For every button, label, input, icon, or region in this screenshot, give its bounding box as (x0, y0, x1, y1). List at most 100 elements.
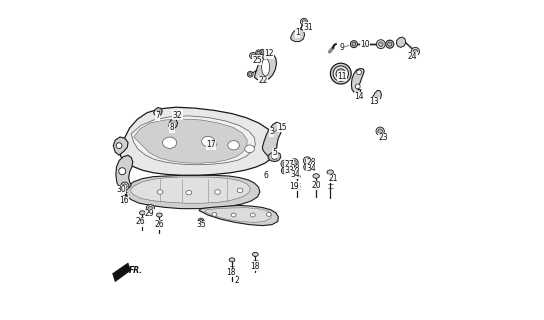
Text: 17: 17 (206, 140, 216, 149)
Ellipse shape (237, 188, 243, 193)
Polygon shape (397, 37, 406, 47)
Ellipse shape (327, 170, 333, 174)
Text: 19: 19 (289, 182, 299, 191)
Ellipse shape (350, 41, 357, 48)
Ellipse shape (248, 71, 253, 77)
Polygon shape (113, 263, 131, 282)
Text: 33: 33 (284, 166, 294, 175)
Text: FR.: FR. (128, 266, 143, 275)
Text: 25: 25 (252, 56, 262, 65)
Ellipse shape (251, 54, 255, 57)
Ellipse shape (283, 162, 287, 166)
Text: 18: 18 (227, 268, 236, 277)
Ellipse shape (293, 161, 296, 164)
Text: 3: 3 (269, 127, 274, 136)
Ellipse shape (291, 165, 298, 172)
Ellipse shape (305, 165, 309, 169)
Polygon shape (169, 119, 177, 129)
Text: 28: 28 (290, 164, 300, 173)
Text: 20: 20 (311, 181, 320, 190)
Ellipse shape (379, 42, 383, 46)
Text: 32: 32 (173, 111, 182, 120)
Ellipse shape (264, 53, 268, 57)
Ellipse shape (119, 168, 126, 175)
Ellipse shape (305, 159, 309, 163)
Text: 26: 26 (154, 220, 164, 229)
Ellipse shape (352, 42, 356, 46)
Ellipse shape (209, 142, 214, 147)
Ellipse shape (256, 50, 262, 56)
Ellipse shape (376, 40, 385, 49)
Polygon shape (116, 155, 133, 189)
Text: 5: 5 (273, 148, 277, 157)
Ellipse shape (157, 190, 163, 194)
Polygon shape (153, 108, 162, 116)
Ellipse shape (300, 18, 307, 25)
Ellipse shape (413, 49, 418, 54)
Text: 30: 30 (116, 185, 126, 194)
Text: 8: 8 (170, 124, 174, 132)
Text: 14: 14 (355, 92, 364, 101)
Text: 27: 27 (284, 160, 294, 169)
Polygon shape (120, 107, 277, 175)
Text: 1: 1 (295, 28, 300, 37)
Ellipse shape (202, 136, 214, 147)
Ellipse shape (261, 51, 264, 53)
Ellipse shape (302, 20, 306, 24)
Polygon shape (199, 205, 279, 226)
Ellipse shape (355, 84, 360, 89)
Ellipse shape (336, 69, 345, 78)
Text: 35: 35 (196, 220, 206, 229)
Polygon shape (126, 175, 260, 209)
Text: 29: 29 (145, 209, 154, 218)
Ellipse shape (267, 212, 271, 216)
Ellipse shape (290, 159, 298, 166)
Ellipse shape (376, 127, 384, 135)
Ellipse shape (146, 204, 154, 213)
Ellipse shape (229, 258, 235, 262)
Ellipse shape (293, 167, 296, 171)
Ellipse shape (250, 52, 256, 59)
Ellipse shape (281, 167, 288, 174)
Ellipse shape (388, 42, 392, 46)
Text: 2: 2 (234, 276, 239, 285)
Polygon shape (373, 90, 381, 101)
Ellipse shape (294, 174, 300, 179)
Ellipse shape (157, 213, 162, 217)
Ellipse shape (283, 169, 287, 172)
Polygon shape (131, 177, 250, 203)
Ellipse shape (304, 164, 311, 171)
Polygon shape (351, 68, 364, 93)
Ellipse shape (186, 190, 191, 195)
Text: 21: 21 (329, 174, 338, 183)
Polygon shape (290, 29, 305, 42)
Text: 6: 6 (263, 171, 268, 180)
Polygon shape (255, 53, 276, 81)
Ellipse shape (304, 157, 311, 164)
Ellipse shape (330, 63, 351, 84)
Ellipse shape (250, 213, 255, 217)
Ellipse shape (122, 184, 127, 188)
Ellipse shape (281, 160, 289, 168)
Ellipse shape (198, 218, 204, 225)
Ellipse shape (231, 213, 236, 217)
Ellipse shape (333, 66, 349, 81)
Ellipse shape (338, 71, 343, 76)
Ellipse shape (249, 73, 252, 76)
Ellipse shape (139, 211, 145, 215)
Text: 12: 12 (264, 49, 274, 58)
Ellipse shape (411, 47, 419, 56)
Text: 9: 9 (339, 43, 344, 52)
Ellipse shape (378, 129, 382, 133)
Ellipse shape (212, 212, 217, 216)
Text: 22: 22 (258, 76, 268, 85)
Ellipse shape (262, 58, 270, 76)
Ellipse shape (228, 141, 239, 150)
Text: 16: 16 (119, 196, 128, 205)
Text: 28: 28 (306, 158, 316, 167)
Text: 34: 34 (290, 170, 300, 179)
Ellipse shape (215, 190, 220, 194)
Text: 34: 34 (306, 164, 316, 173)
Ellipse shape (148, 206, 153, 211)
Ellipse shape (245, 145, 255, 153)
